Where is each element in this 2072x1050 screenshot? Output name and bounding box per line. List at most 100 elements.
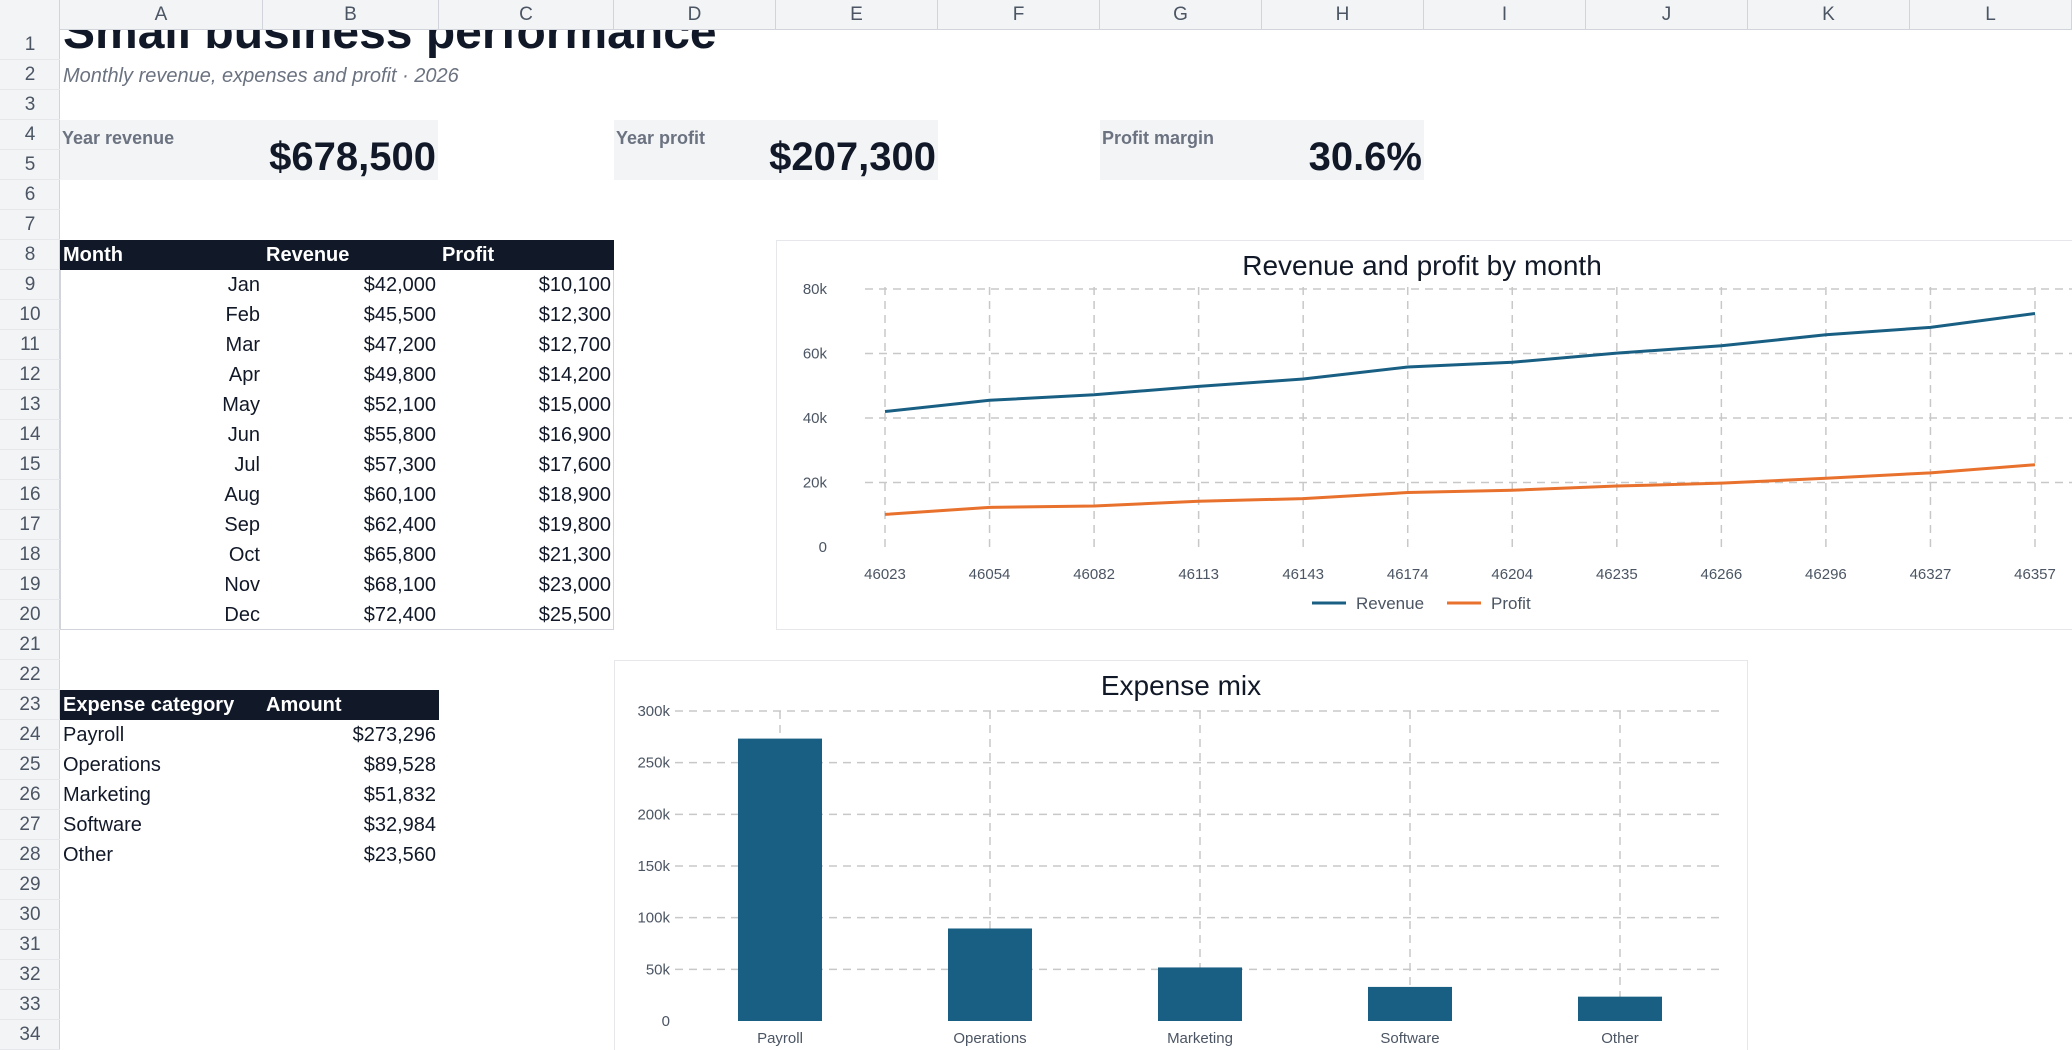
expense-category-cell[interactable]: Payroll (63, 724, 125, 746)
column-header[interactable]: A (60, 0, 263, 30)
month-cell[interactable]: May (222, 394, 260, 416)
profit-cell[interactable]: $16,900 (538, 424, 611, 446)
revenue-cell[interactable]: $72,400 (363, 604, 436, 626)
row-header[interactable]: 25 (0, 750, 60, 780)
row-header[interactable]: 24 (0, 720, 60, 750)
month-cell[interactable]: Dec (224, 604, 260, 626)
row-header[interactable]: 4 (0, 120, 60, 150)
revenue-cell[interactable]: $68,100 (363, 574, 436, 596)
revenue-cell[interactable]: $49,800 (363, 364, 436, 386)
revenue-cell[interactable]: $55,800 (363, 424, 436, 446)
column-header[interactable]: B (263, 0, 439, 30)
profit-cell[interactable]: $14,200 (538, 364, 611, 386)
series-line-profit[interactable] (884, 463, 2036, 516)
row-header[interactable]: 19 (0, 570, 60, 600)
month-cell[interactable]: Feb (225, 304, 260, 326)
profit-cell[interactable]: $15,000 (538, 394, 611, 416)
column-header[interactable]: I (1424, 0, 1586, 30)
revenue-cell[interactable]: $65,800 (363, 544, 436, 566)
bar-marketing[interactable] (1158, 967, 1242, 1021)
column-header[interactable]: G (1100, 0, 1262, 30)
row-header[interactable]: 22 (0, 660, 60, 690)
row-header[interactable]: 2 (0, 60, 60, 90)
revenue-cell[interactable]: $52,100 (363, 394, 436, 416)
expense-amount-cell[interactable]: $51,832 (363, 784, 436, 806)
month-cell[interactable]: Oct (228, 544, 260, 566)
row-header[interactable]: 29 (0, 870, 60, 900)
row-header[interactable]: 5 (0, 150, 60, 180)
revenue-cell[interactable]: $62,400 (363, 514, 436, 536)
row-header[interactable]: 28 (0, 840, 60, 870)
month-cell[interactable]: Jun (227, 424, 260, 446)
profit-cell[interactable]: $25,500 (538, 604, 611, 626)
bar-software[interactable] (1368, 986, 1452, 1021)
revenue-cell[interactable]: $47,200 (363, 334, 436, 356)
row-header[interactable]: 27 (0, 810, 60, 840)
expense-category-cell[interactable]: Software (63, 814, 142, 836)
bar-chart-expense-mix[interactable]: Expense mix 0 50k 100k 150k 200k 250k 300k Payr… (614, 660, 1748, 1050)
expense-category-cell[interactable]: Marketing (63, 784, 151, 806)
column-header[interactable]: J (1586, 0, 1748, 30)
row-header[interactable]: 14 (0, 420, 60, 450)
revenue-cell[interactable]: $57,300 (363, 454, 436, 476)
month-cell[interactable]: Jul (234, 454, 260, 476)
row-header[interactable]: 6 (0, 180, 60, 210)
revenue-cell[interactable]: $60,100 (363, 484, 436, 506)
row-header[interactable]: 1 (0, 30, 60, 60)
revenue-cell[interactable]: $45,500 (363, 304, 436, 326)
month-cell[interactable]: Nov (224, 574, 260, 596)
row-header[interactable]: 34 (0, 1020, 60, 1050)
month-cell[interactable]: Sep (224, 514, 260, 536)
profit-cell[interactable]: $12,300 (538, 304, 611, 326)
column-header[interactable]: L (1910, 0, 2072, 30)
expense-amount-cell[interactable]: $23,560 (363, 844, 436, 866)
row-header[interactable]: 31 (0, 930, 60, 960)
expense-category-cell[interactable]: Operations (63, 754, 161, 776)
line-chart-revenue-profit[interactable]: Revenue and profit by month 0 20k 40k 60k 80… (776, 240, 2072, 630)
row-header[interactable]: 23 (0, 690, 60, 720)
expense-amount-cell[interactable]: $89,528 (363, 754, 436, 776)
row-header[interactable]: 20 (0, 600, 60, 630)
expense-amount-cell[interactable]: $273,296 (352, 724, 436, 746)
profit-cell[interactable]: $12,700 (538, 334, 611, 356)
expense-category-cell[interactable]: Other (63, 844, 114, 866)
profit-cell[interactable]: $18,900 (538, 484, 611, 506)
cell-grid[interactable]: Small business performance Monthly reven… (60, 30, 2072, 1050)
row-header[interactable]: 30 (0, 900, 60, 930)
expense-amount-cell[interactable]: $32,984 (363, 814, 436, 836)
row-header[interactable]: 17 (0, 510, 60, 540)
series-line-revenue[interactable] (884, 312, 2036, 414)
month-cell[interactable]: Mar (225, 334, 260, 356)
column-header[interactable]: F (938, 0, 1100, 30)
profit-cell[interactable]: $21,300 (538, 544, 611, 566)
row-header[interactable]: 8 (0, 240, 60, 270)
row-header[interactable]: 21 (0, 630, 60, 660)
column-header[interactable]: K (1748, 0, 1910, 30)
row-header[interactable]: 7 (0, 210, 60, 240)
profit-cell[interactable]: $17,600 (538, 454, 611, 476)
row-header[interactable]: 33 (0, 990, 60, 1020)
profit-cell[interactable]: $23,000 (538, 574, 611, 596)
row-header[interactable]: 13 (0, 390, 60, 420)
column-header[interactable]: D (614, 0, 776, 30)
row-header[interactable]: 16 (0, 480, 60, 510)
select-all-corner[interactable] (0, 0, 60, 30)
column-header[interactable]: E (776, 0, 938, 30)
row-header[interactable]: 32 (0, 960, 60, 990)
profit-cell[interactable]: $10,100 (538, 274, 611, 296)
row-header[interactable]: 26 (0, 780, 60, 810)
month-cell[interactable]: Aug (224, 484, 260, 506)
column-header[interactable]: C (439, 0, 614, 30)
row-header[interactable]: 3 (0, 90, 60, 120)
column-header[interactable]: H (1262, 0, 1424, 30)
bar-operations[interactable] (948, 928, 1032, 1021)
month-cell[interactable]: Jan (227, 274, 260, 296)
row-header[interactable]: 11 (0, 330, 60, 360)
bar-payroll[interactable] (738, 738, 822, 1021)
row-header[interactable]: 9 (0, 270, 60, 300)
row-header[interactable]: 10 (0, 300, 60, 330)
row-header[interactable]: 12 (0, 360, 60, 390)
profit-cell[interactable]: $19,800 (538, 514, 611, 536)
month-cell[interactable]: Apr (228, 364, 260, 386)
revenue-cell[interactable]: $42,000 (363, 274, 436, 296)
